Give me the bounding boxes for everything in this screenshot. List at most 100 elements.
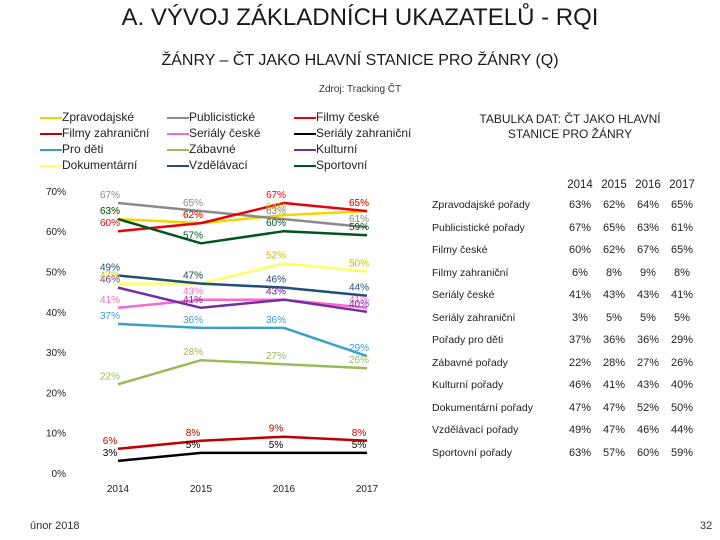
- legend-swatch: [167, 133, 189, 135]
- cell-value: 22%: [568, 356, 592, 369]
- y-tick-label: 40%: [46, 308, 66, 319]
- cell-value: 46%: [568, 379, 592, 392]
- table-row: Seriály zahraniční 3% 5% 5% 5%: [432, 307, 699, 330]
- series-line: [117, 274, 368, 297]
- table-row: Filmy zahraniční 6% 8% 9% 8%: [432, 262, 699, 285]
- data-label: 63%: [100, 206, 120, 217]
- legend-label: Zpravodajské: [62, 110, 135, 124]
- data-label: 65%: [349, 198, 369, 209]
- table-row: Dokumentární pořady 47% 47% 52% 50%: [432, 397, 699, 420]
- cell-value: 47%: [602, 424, 626, 437]
- legend-swatch: [294, 165, 316, 167]
- cell-value: 63%: [636, 221, 660, 234]
- table-row: Zpravodajské pořady 63% 62% 64% 65%: [432, 194, 699, 217]
- legend-swatch: [167, 149, 189, 151]
- cell-value: 3%: [572, 311, 588, 324]
- cell-value: 41%: [602, 379, 626, 392]
- table-header-blank: [432, 176, 563, 194]
- data-label: 50%: [349, 259, 369, 270]
- x-tick-label: 2015: [190, 484, 213, 495]
- legend-label: Filmy zahraniční: [62, 126, 150, 140]
- cell-value: 36%: [602, 334, 626, 347]
- legend-label: Kulturní: [316, 142, 358, 156]
- legend-swatch: [167, 117, 189, 119]
- cell-value: 57%: [602, 446, 626, 459]
- slide-subtitle: ŽÁNRY – ČT JAKO HLAVNÍ STANICE PRO ŽÁNRY…: [161, 52, 559, 69]
- data-label: 29%: [349, 343, 369, 354]
- cell-value: 41%: [670, 289, 694, 302]
- row-label: Sportovní pořady: [432, 446, 512, 459]
- row-label: Filmy české: [432, 244, 488, 257]
- data-label: 57%: [183, 230, 203, 241]
- cell-value: 67%: [636, 244, 660, 257]
- data-label: 36%: [183, 315, 203, 326]
- series-line: [117, 209, 368, 225]
- legend-label: Pro děti: [62, 142, 104, 156]
- series-line: [117, 201, 368, 233]
- y-tick-label: 70%: [46, 187, 66, 198]
- row-label: Kulturní pořady: [432, 379, 504, 392]
- legend-swatch: [40, 165, 62, 167]
- cell-value: 9%: [640, 266, 656, 279]
- cell-value: 65%: [602, 221, 626, 234]
- cell-value: 44%: [670, 424, 694, 437]
- data-label: 28%: [183, 347, 203, 358]
- legend-label: Seriály české: [189, 126, 261, 140]
- cell-value: 43%: [602, 289, 626, 302]
- row-label: Zábavné pořady: [432, 356, 508, 369]
- cell-value: 37%: [568, 334, 592, 347]
- cell-value: 65%: [670, 244, 694, 257]
- cell-value: 43%: [636, 289, 660, 302]
- data-label: 27%: [266, 351, 286, 362]
- data-label: 37%: [100, 311, 120, 322]
- cell-value: 40%: [670, 379, 694, 392]
- data-label: 65%: [349, 198, 369, 209]
- cell-value: 28%: [602, 356, 626, 369]
- data-label: 60%: [100, 218, 120, 229]
- series-line: [117, 435, 368, 451]
- data-label: 40%: [349, 299, 369, 310]
- data-label: 60%: [266, 218, 286, 229]
- series-line: [117, 286, 368, 314]
- table-row: Sportovní pořady 63% 57% 60% 59%: [432, 442, 699, 465]
- table-row: Seriály české 41% 43% 43% 41%: [432, 284, 699, 307]
- table-header-year: 2017: [669, 179, 695, 191]
- cell-value: 65%: [670, 199, 694, 212]
- data-label: 46%: [266, 275, 286, 286]
- table-header-year: 2015: [601, 179, 627, 191]
- table-row: Pořady pro děti 37% 36% 36% 29%: [432, 329, 699, 352]
- data-label: 41%: [349, 295, 369, 306]
- cell-value: 5%: [606, 311, 622, 324]
- data-label: 44%: [349, 283, 369, 294]
- data-label: 47%: [183, 271, 203, 282]
- data-label: 49%: [100, 263, 120, 274]
- data-label: 8%: [186, 428, 201, 439]
- footer-date: únor 2018: [30, 520, 80, 532]
- legend-label: Filmy české: [316, 110, 380, 124]
- legend-swatch: [40, 149, 62, 151]
- data-label: 36%: [266, 315, 286, 326]
- series-line: [117, 217, 368, 245]
- row-label: Seriály české: [432, 289, 495, 302]
- cell-value: 5%: [640, 311, 656, 324]
- table-header-row: 2014 2015 2016 2017: [432, 176, 699, 194]
- data-label: 41%: [100, 295, 120, 306]
- table-row: Kulturní pořady 46% 41% 43% 40%: [432, 374, 699, 397]
- data-label: 43%: [266, 287, 286, 298]
- cell-value: 61%: [670, 221, 694, 234]
- data-label: 5%: [186, 440, 201, 451]
- table-header-year: 2014: [567, 179, 593, 191]
- data-label: 61%: [349, 214, 369, 225]
- data-label: 52%: [266, 250, 286, 261]
- page-number: 32: [700, 520, 713, 532]
- cell-value: 5%: [674, 311, 690, 324]
- line-chart: 0% 10% 20% 30% 40% 50% 60% 70% 2014 2015 2016 2017 6…: [46, 187, 379, 495]
- table-title: TABULKA DAT: ČT JAKO HLAVNÍ STANICE PRO …: [479, 112, 661, 141]
- table-row: Zábavné pořady 22% 28% 27% 26%: [432, 352, 699, 375]
- legend-label: Seriály zahraniční: [316, 126, 412, 140]
- cell-value: 67%: [568, 221, 592, 234]
- data-label: 6%: [103, 436, 118, 447]
- series-line: [117, 322, 368, 358]
- data-label: 62%: [183, 210, 203, 221]
- series-line: [117, 358, 368, 386]
